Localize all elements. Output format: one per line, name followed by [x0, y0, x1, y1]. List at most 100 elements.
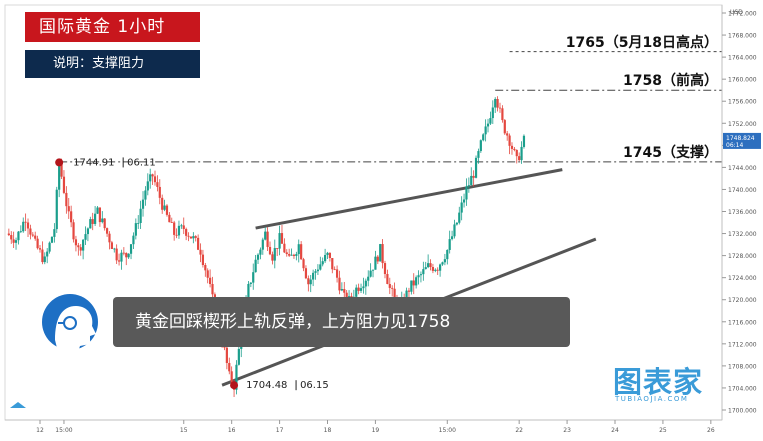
candle-body — [381, 244, 384, 264]
candle-body — [292, 254, 296, 256]
candle-body — [340, 289, 343, 291]
candle-body — [427, 263, 430, 268]
candle-body — [307, 278, 310, 285]
y-tick-label: 1752.000 — [728, 121, 757, 128]
x-tick-label: 19 — [372, 427, 380, 434]
candle-body — [386, 274, 389, 284]
candle-body — [86, 228, 90, 235]
candle-body — [482, 134, 485, 141]
x-tick-label: 12 — [36, 427, 44, 434]
candle-body — [127, 253, 130, 258]
x-tick-label: 15:00 — [439, 427, 456, 434]
candle-body — [439, 264, 442, 271]
candle-body — [302, 259, 305, 269]
price-tag-value: 1748.824 — [726, 135, 755, 142]
analysis-caption: 黄金回踩楔形上轨反弹，上方阻力见1758 — [113, 297, 570, 347]
y-tick-label: 1736.000 — [728, 209, 757, 216]
candle-body — [151, 174, 154, 177]
candle-body — [376, 256, 379, 262]
candle-body — [175, 234, 178, 236]
candle-body — [520, 146, 523, 161]
candle-body — [304, 268, 308, 279]
candle-body — [359, 288, 363, 291]
candle-body — [462, 199, 466, 203]
candle-body — [290, 254, 293, 256]
candle-body — [331, 258, 334, 270]
candle-body — [321, 261, 324, 265]
candle-body — [137, 222, 140, 224]
candle-body — [510, 145, 514, 149]
candle-body — [393, 288, 396, 298]
x-tick-label: 15 — [180, 427, 188, 434]
candle-body — [434, 269, 437, 271]
candle-body — [139, 208, 142, 223]
candle-body — [117, 260, 121, 262]
y-tick-label: 1772.000 — [728, 11, 757, 18]
candle-body — [319, 264, 322, 270]
candle-body — [355, 287, 358, 297]
annotations: 1744.91 06.11 1704.48 06.15 — [10, 157, 329, 408]
candle-body — [91, 219, 94, 224]
candle-body — [450, 236, 454, 240]
price-tag-box — [723, 132, 761, 149]
chart-logo-icon — [10, 402, 26, 408]
candle-body — [297, 244, 300, 255]
candle-body — [247, 283, 250, 299]
candle-body — [367, 276, 370, 281]
candle-body — [43, 256, 46, 263]
candle-body — [89, 219, 92, 229]
candle-body — [436, 269, 439, 271]
candle-body — [165, 205, 169, 215]
candle-body — [479, 140, 482, 152]
candle-body — [496, 98, 499, 108]
y-tick-label: 1744.000 — [728, 165, 757, 172]
candle-body — [259, 249, 262, 255]
candle-body — [273, 248, 276, 261]
candle-body — [374, 256, 377, 270]
y-tick-label: 1740.000 — [728, 187, 757, 194]
candle-body — [268, 246, 272, 255]
candle-body — [465, 186, 468, 200]
candle-body — [343, 289, 346, 293]
y-tick-label: 1716.000 — [728, 319, 757, 326]
candle-body — [266, 231, 269, 247]
extreme-point-marker — [55, 158, 64, 167]
extreme-point-value: 1704.48 — [246, 380, 287, 391]
candle-body — [518, 156, 521, 161]
candle-body — [383, 263, 387, 275]
candle-body — [132, 235, 135, 245]
candle-body — [441, 262, 444, 265]
extreme-point-date: 06.11 — [127, 157, 156, 168]
y-tick-label: 1768.000 — [728, 33, 757, 40]
x-tick-label: 24 — [611, 427, 619, 434]
candle-body — [14, 240, 18, 243]
candle-body — [506, 133, 509, 136]
candle-body — [192, 236, 195, 239]
x-tick-label: 26 — [707, 427, 715, 434]
candle-body — [333, 269, 336, 271]
candle-body — [103, 218, 106, 229]
candle-body — [494, 98, 497, 108]
y-tick-label: 1764.000 — [728, 55, 757, 62]
candle-body — [503, 120, 506, 134]
x-tick-label: 17 — [276, 427, 284, 434]
candle-body — [94, 213, 97, 224]
candle-body — [324, 254, 327, 262]
candle-body — [458, 212, 461, 223]
candle-body — [96, 207, 99, 214]
candle-body — [508, 135, 511, 146]
y-tick-label: 1700.000 — [728, 408, 757, 415]
candle-body — [84, 234, 87, 240]
y-tick-label: 1708.000 — [728, 363, 757, 370]
candle-body — [7, 233, 10, 236]
candle-body — [280, 233, 284, 244]
candle-body — [448, 239, 451, 250]
candle-body — [77, 245, 80, 248]
candle-body — [105, 228, 109, 234]
candle-body — [474, 157, 478, 178]
candle-body — [424, 267, 427, 270]
candle-body — [388, 283, 391, 288]
candle-body — [168, 214, 171, 223]
candle-body — [10, 235, 13, 240]
candle-body — [31, 234, 34, 236]
